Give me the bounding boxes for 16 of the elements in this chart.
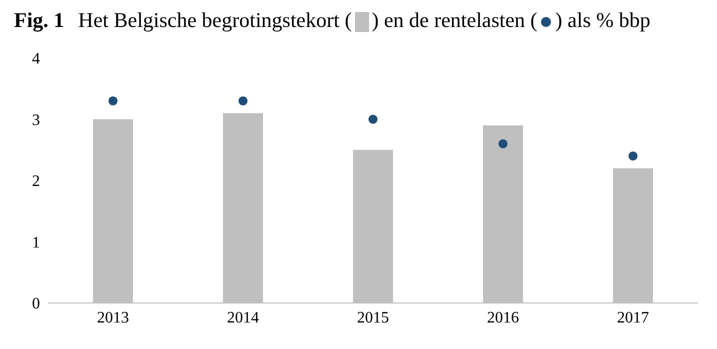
point (498, 139, 508, 148)
x-tick-label: 2013 (97, 309, 129, 326)
point (108, 96, 118, 106)
point (238, 96, 248, 106)
point (628, 151, 638, 161)
y-tick-label: 0 (32, 296, 40, 313)
x-tick-label: 2015 (357, 309, 389, 326)
x-tick-label: 2014 (227, 309, 259, 326)
y-tick-label: 2 (32, 173, 40, 190)
point (368, 114, 378, 124)
x-tick-label: 2016 (487, 309, 519, 326)
y-tick-label: 3 (32, 112, 40, 129)
y-tick-label: 4 (32, 50, 40, 68)
y-tick-label: 1 (32, 234, 40, 252)
x-tick-label: 2017 (617, 309, 649, 326)
chart-title: Fig. 1 Het Belgische begrotingstekort ( ) en de rentelasten ( ) als % bbp (13, 8, 652, 34)
